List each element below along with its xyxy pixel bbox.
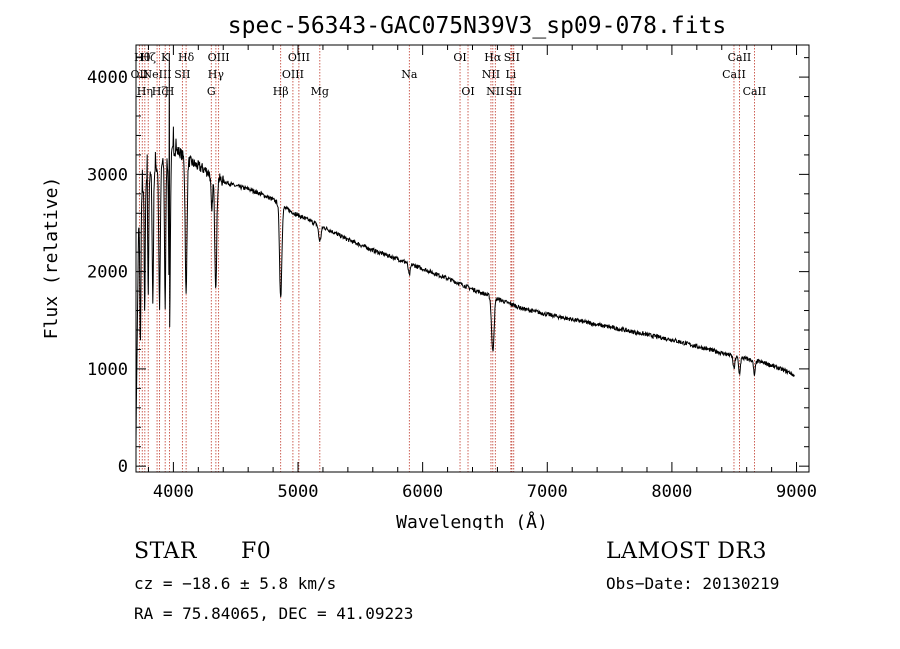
spectral-line-label: Hδ [178, 51, 195, 64]
x-tick-label: 9000 [776, 482, 817, 502]
spectral-line-label: CaII [743, 85, 767, 98]
spectral-line-label: OIII [208, 51, 230, 64]
spectral-line-label: SII [504, 51, 520, 64]
x-tick-label: 6000 [402, 482, 443, 502]
survey-name: LAMOST DR3 [606, 539, 767, 564]
spectral-line-label: Li [505, 68, 516, 81]
spectral-line-label: Hα [484, 51, 502, 64]
spectral-line-label: SII [174, 68, 190, 81]
observation-date: Obs−Date: 20130219 [606, 574, 780, 593]
spectral-line-label: Hθ [134, 51, 151, 64]
spectral-line-label: K [161, 51, 170, 64]
spectral-line-label: SII [506, 85, 522, 98]
spectral-line-label: NII [482, 68, 500, 81]
chart-title: spec-56343-GAC075N39V3_sp09-078.fits [228, 13, 727, 39]
y-tick-label: 0 [118, 457, 128, 477]
plot-frame [135, 44, 810, 473]
x-tick-label: 7000 [527, 482, 568, 502]
spectral-line-label: OI [461, 85, 474, 98]
y-tick-label: 1000 [87, 360, 128, 380]
redshift-info: cz = −18.6 ± 5.8 km/s [134, 574, 337, 593]
spectral-line-label: CaII [728, 51, 752, 64]
x-tick-label: 8000 [651, 482, 692, 502]
y-axis-label: Flux (relative) [41, 177, 62, 340]
flux-series [135, 53, 795, 443]
spectral-line-label: Hζ [152, 85, 168, 98]
spectral-line-label: Hγ [208, 68, 225, 81]
spectral-line-label: OI [453, 51, 466, 64]
y-tick-label: 4000 [87, 68, 128, 88]
object-subclass: F0 [241, 539, 272, 564]
x-tick-label: 5000 [278, 482, 319, 502]
spectral-line-label: OIII [288, 51, 310, 64]
spectral-line-label: Hβ [273, 85, 289, 98]
spectral-line-label: Hη [137, 85, 153, 98]
object-class: STAR [134, 539, 197, 564]
spectral-line-label: OIII [282, 68, 304, 81]
y-tick-label: 2000 [87, 263, 128, 283]
spectral-line-label: Mg [311, 85, 329, 98]
axis-ticks: 4000 5000 6000 7000 8000 9000 0 1000 2000 3000 400… [87, 45, 817, 502]
spectral-line-label: NeIII [142, 68, 171, 81]
spectral-line-label: G [207, 85, 216, 98]
y-tick-label: 3000 [87, 165, 128, 185]
spectral-line-markers: OIIHθHηHζNeIIIHζKHSIIHδGHγOIIIHβOIIIOIII… [131, 45, 767, 472]
spectral-line-label: Hζ [140, 51, 156, 64]
spectrum-chart: spec-56343-GAC075N39V3_sp09-078.fits OII… [41, 13, 817, 530]
spectral-line-label: NII [486, 85, 504, 98]
coordinates-info: RA = 75.84065, DEC = 41.09223 [134, 604, 414, 623]
spectral-line-label: Na [401, 68, 418, 81]
spectral-line-label: CaII [722, 68, 746, 81]
x-axis-label: Wavelength (Å) [396, 511, 548, 530]
spectral-line-label: OII [131, 68, 149, 81]
x-tick-label: 4000 [153, 482, 194, 502]
